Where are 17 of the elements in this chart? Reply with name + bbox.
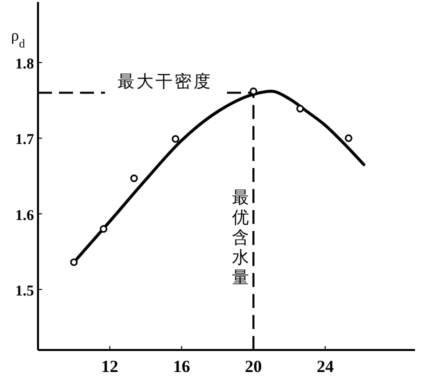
point [130,174,138,182]
y-tick-label: 1.5 [15,283,34,300]
point [100,225,108,233]
y-tick-label: 1.8 [15,56,34,73]
y-axis-title: ρ$_{d}$ [11,28,25,51]
x-tick-label: 24 [316,357,334,376]
x-tick-label: 16 [173,357,190,376]
ref-line-label: 最大干密度 [118,72,212,92]
point [70,258,78,266]
y-tick-label: 1.6 [15,208,34,224]
x-tick-label: 12 [101,357,118,376]
point [172,135,180,143]
y-tick-label: 1.7 [15,132,34,148]
x-tick-label: 20 [244,357,262,376]
point [344,134,352,142]
ref-line-label: 最优含水量 [232,188,249,288]
point [296,104,304,112]
